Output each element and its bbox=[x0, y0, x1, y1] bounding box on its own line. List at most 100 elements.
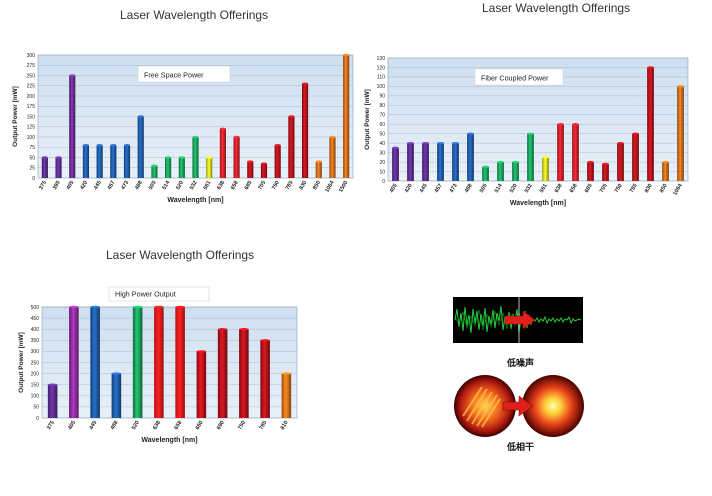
y-tick-label: 0 bbox=[382, 179, 385, 185]
bar-top bbox=[110, 144, 117, 147]
x-tick-label: 405 bbox=[389, 183, 399, 194]
bar-705 bbox=[260, 163, 268, 178]
x-tick-label: 685 bbox=[244, 180, 254, 191]
bar-488 bbox=[111, 373, 122, 418]
y-tick-label: 60 bbox=[379, 122, 385, 128]
y-tick-label: 30 bbox=[379, 150, 385, 156]
x-tick-label: 1064 bbox=[672, 182, 684, 196]
x-tick-label: 473 bbox=[449, 183, 459, 194]
y-tick-label: 300 bbox=[31, 349, 40, 355]
x-tick-label: 532 bbox=[524, 183, 534, 194]
bar-top bbox=[260, 162, 268, 165]
bar-top bbox=[260, 339, 270, 342]
bar-top bbox=[178, 156, 185, 159]
x-tick-label: 658 bbox=[174, 420, 184, 431]
y-tick-label: 275 bbox=[27, 63, 36, 69]
x-tick-label: 532 bbox=[189, 180, 199, 191]
chart-subtitle: Fiber Coupled Power bbox=[481, 74, 549, 83]
y-tick-label: 110 bbox=[377, 75, 385, 81]
x-tick-label: 638 bbox=[216, 180, 226, 191]
y-tick-label: 175 bbox=[27, 104, 36, 110]
bar-850 bbox=[662, 162, 669, 181]
x-tick-label: 810 bbox=[280, 420, 290, 431]
bar-top bbox=[47, 383, 58, 386]
bar-514 bbox=[165, 157, 172, 178]
bar-420 bbox=[82, 145, 90, 178]
bar-750 bbox=[239, 329, 249, 418]
bar-514 bbox=[497, 162, 504, 181]
bar-750 bbox=[274, 145, 281, 178]
bar-1500 bbox=[343, 55, 350, 178]
bar-top bbox=[151, 164, 158, 167]
bar-top bbox=[602, 162, 609, 166]
y-tick-label: 0 bbox=[32, 176, 35, 182]
y-tick-label: 50 bbox=[379, 131, 385, 137]
bar-375 bbox=[47, 384, 58, 418]
bar-488 bbox=[137, 116, 144, 178]
y-tick-label: 125 bbox=[27, 125, 36, 131]
y-tick-label: 150 bbox=[31, 383, 40, 389]
free-space-power-chart: 0 25 50 75 100 125 150 175 200 225 250 275 300 Free S… bbox=[12, 53, 354, 204]
bar-638 bbox=[219, 128, 226, 178]
x-tick-label: 660 bbox=[195, 420, 205, 431]
bar-445 bbox=[96, 145, 103, 178]
bar-850 bbox=[315, 161, 322, 178]
x-tick-label: 488 bbox=[110, 420, 120, 431]
bar-810 bbox=[281, 373, 292, 418]
bar-top bbox=[192, 135, 199, 139]
bar-top bbox=[175, 305, 185, 309]
y-tick-label: 50 bbox=[33, 405, 39, 411]
x-axis-label: Wavelength [nm] bbox=[510, 200, 566, 207]
y-tick-label: 100 bbox=[377, 84, 386, 90]
bar-505 bbox=[151, 165, 158, 178]
y-axis-label: Output Power [mW] bbox=[364, 89, 371, 150]
x-tick-label: 457 bbox=[107, 180, 117, 191]
y-tick-label: 130 bbox=[377, 56, 386, 62]
y-tick-label: 75 bbox=[29, 145, 35, 151]
bar-top bbox=[662, 160, 669, 164]
y-tick-label: 20 bbox=[379, 160, 385, 166]
bar-top bbox=[82, 144, 90, 147]
bar-532 bbox=[527, 133, 534, 181]
bar-532 bbox=[192, 137, 199, 178]
bar-405 bbox=[392, 147, 399, 181]
x-tick-label: 420 bbox=[79, 180, 89, 191]
x-tick-label: 505 bbox=[148, 180, 158, 191]
chart-subtitle: High Power Output bbox=[115, 290, 176, 299]
bar-top bbox=[137, 115, 144, 118]
bar-457 bbox=[437, 143, 444, 181]
x-tick-label: 685 bbox=[584, 183, 594, 194]
bar-top bbox=[315, 160, 322, 163]
x-tick-label: 514 bbox=[162, 179, 172, 191]
x-tick-label: 785 bbox=[629, 183, 639, 194]
bar-395 bbox=[55, 157, 62, 178]
x-tick-label: 1500 bbox=[338, 180, 349, 194]
bar-top bbox=[437, 141, 444, 145]
chart2-title: Laser Wavelength Offerings bbox=[482, 1, 631, 15]
bar-473 bbox=[452, 143, 459, 181]
x-tick-label: 705 bbox=[257, 180, 267, 191]
bar-top bbox=[219, 127, 226, 130]
bar-785 bbox=[260, 340, 270, 418]
x-tick-label: 561 bbox=[539, 183, 549, 194]
x-tick-label: 750 bbox=[614, 183, 624, 194]
x-tick-label: 375 bbox=[46, 420, 56, 431]
y-tick-label: 250 bbox=[27, 73, 36, 79]
y-tick-label: 70 bbox=[379, 113, 385, 119]
chart3-title: Laser Wavelength Offerings bbox=[106, 248, 255, 262]
bar-658 bbox=[572, 124, 579, 181]
subtitle-box bbox=[108, 286, 210, 302]
bar-638 bbox=[154, 307, 164, 418]
x-axis-label: Wavelength [nm] bbox=[167, 197, 223, 204]
x-tick-label: 457 bbox=[434, 183, 444, 194]
bar-top bbox=[512, 160, 519, 164]
bar-420 bbox=[407, 143, 414, 181]
bar-750 bbox=[617, 143, 624, 181]
bar-638 bbox=[557, 124, 564, 181]
subtitle-box bbox=[474, 68, 564, 86]
bar-405 bbox=[69, 307, 79, 418]
bar-top bbox=[111, 372, 122, 375]
bar-445 bbox=[422, 143, 429, 181]
y-tick-label: 0 bbox=[36, 416, 39, 422]
chart-subtitle: Free Space Power bbox=[144, 71, 204, 80]
